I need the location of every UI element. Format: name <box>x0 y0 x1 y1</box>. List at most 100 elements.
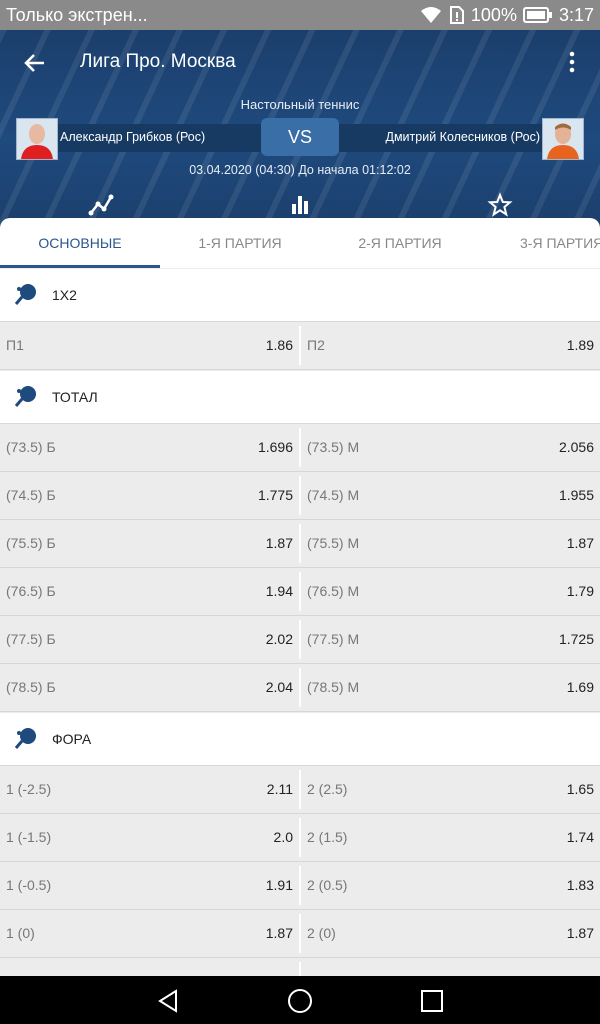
nav-back-icon[interactable] <box>156 988 182 1014</box>
odds-cell[interactable]: (74.5) Б 1.775 <box>0 472 299 519</box>
odds-cell[interactable]: (77.5) М 1.725 <box>301 616 600 663</box>
outcome-label: (78.5) М <box>307 679 360 695</box>
more-menu-icon[interactable] <box>568 50 576 74</box>
odds-cell[interactable]: 1 (0) 1.87 <box>0 910 299 957</box>
odds-row: 1 (0) 1.87 2 (0) 1.87 <box>0 910 600 958</box>
table-tennis-icon <box>14 728 36 749</box>
tab-game-3[interactable]: 3-Я ПАРТИЯ <box>520 235 600 251</box>
cell-divider <box>299 668 301 707</box>
odds-cell[interactable]: (73.5) М 2.056 <box>301 424 600 471</box>
back-arrow-icon[interactable] <box>22 50 48 76</box>
odds-cell[interactable]: П2 1.89 <box>301 322 600 369</box>
favorite-star-icon[interactable] <box>485 190 515 220</box>
notification-text: Только экстрен... <box>6 4 148 25</box>
wifi-icon <box>420 7 441 23</box>
section-header-total[interactable]: ТОТАЛ <box>0 371 600 424</box>
status-bar: Только экстрен... 100% 3:17 <box>0 0 600 30</box>
outcome-label: (74.5) Б <box>6 487 56 503</box>
outcome-label: (78.5) Б <box>6 679 56 695</box>
system-nav-bar <box>0 976 600 1024</box>
nav-home-icon[interactable] <box>287 988 313 1014</box>
odds-cell[interactable]: (75.5) Б 1.87 <box>0 520 299 567</box>
trend-chart-icon[interactable] <box>86 190 116 220</box>
odds-value: 2.0 <box>273 829 293 845</box>
odds-cell[interactable]: 1 (-0.5) 1.91 <box>0 862 299 909</box>
clock: 3:17 <box>558 4 594 25</box>
outcome-label: 1 (-2.5) <box>6 781 52 797</box>
outcome-label: (73.5) М <box>307 439 360 455</box>
outcome-label: (73.5) Б <box>6 439 56 455</box>
odds-value: 1.79 <box>566 583 594 599</box>
odds-value: 1.725 <box>558 631 594 647</box>
outcome-label: П1 <box>6 337 24 353</box>
odds-value: 1.89 <box>566 337 594 353</box>
odds-row: (74.5) Б 1.775 (74.5) М 1.955 <box>0 472 600 520</box>
section-header-handicap[interactable]: ФОРА <box>0 713 600 766</box>
odds-row: (73.5) Б 1.696 (73.5) М 2.056 <box>0 424 600 472</box>
outcome-label: 1 (0) <box>6 925 35 941</box>
cell-divider <box>299 476 301 515</box>
player2-bar <box>314 124 564 152</box>
outcome-label: П2 <box>307 337 325 353</box>
odds-value: 1.83 <box>566 877 594 893</box>
page-title: Лига Про. Москва <box>80 51 236 72</box>
outcome-label: (75.5) М <box>307 535 360 551</box>
match-players: Александр Грибков (Рос) Дмитрий Колесник… <box>16 118 584 160</box>
odds-value: 1.91 <box>265 877 293 893</box>
outcome-label: 2 (0.5) <box>307 877 348 893</box>
odds-row: 1 (-2.5) 2.11 2 (2.5) 1.65 <box>0 766 600 814</box>
outcome-label: 2 (2.5) <box>307 781 348 797</box>
table-tennis-icon <box>14 386 36 407</box>
odds-value: 1.94 <box>265 583 293 599</box>
cell-divider <box>299 620 301 659</box>
tab-game-1[interactable]: 1-Я ПАРТИЯ <box>198 235 282 251</box>
player1-avatar <box>16 118 58 160</box>
odds-cell[interactable]: (76.5) Б 1.94 <box>0 568 299 615</box>
cell-divider <box>299 818 301 857</box>
section-header-1x2[interactable]: 1X2 <box>0 269 600 322</box>
sport-name: Настольный теннис <box>240 97 360 112</box>
match-header: Лига Про. Москва Настольный теннис Алекс… <box>0 30 600 230</box>
odds-cell[interactable]: 2 (1.5) 1.74 <box>301 814 600 861</box>
odds-value: 1.69 <box>566 679 594 695</box>
battery-percent: 100% <box>470 4 517 25</box>
odds-value: 1.775 <box>257 487 293 503</box>
outcome-label: (77.5) М <box>307 631 360 647</box>
odds-cell[interactable]: (78.5) Б 2.04 <box>0 664 299 711</box>
odds-cell[interactable]: 1 (-1.5) 2.0 <box>0 814 299 861</box>
odds-cell[interactable]: 2 (2.5) 1.65 <box>301 766 600 813</box>
odds-cell[interactable]: (75.5) М 1.87 <box>301 520 600 567</box>
odds-value: 2.02 <box>265 631 293 647</box>
odds-cell[interactable]: (76.5) М 1.79 <box>301 568 600 615</box>
odds-row: 1 (-1.5) 2.0 2 (1.5) 1.74 <box>0 814 600 862</box>
active-tab-indicator <box>0 265 160 268</box>
odds-cell[interactable]: (74.5) М 1.955 <box>301 472 600 519</box>
outcome-label: 2 (1.5) <box>307 829 348 845</box>
tab-game-2[interactable]: 2-Я ПАРТИЯ <box>358 235 442 251</box>
cell-divider <box>299 428 301 467</box>
player1-bar <box>36 124 286 152</box>
tab-main[interactable]: ОСНОВНЫЕ <box>38 235 122 251</box>
section-label: ФОРА <box>52 731 92 747</box>
sim-icon <box>449 6 464 24</box>
outcome-label: (77.5) Б <box>6 631 56 647</box>
section-label: 1X2 <box>52 287 77 303</box>
statistics-icon[interactable] <box>285 190 315 220</box>
odds-cell[interactable]: 1 (-2.5) 2.11 <box>0 766 299 813</box>
table-tennis-icon <box>14 284 36 305</box>
odds-cell[interactable]: (78.5) М 1.69 <box>301 664 600 711</box>
odds-cell[interactable]: 2 (0) 1.87 <box>301 910 600 957</box>
odds-cell[interactable]: (77.5) Б 2.02 <box>0 616 299 663</box>
nav-recents-icon[interactable] <box>419 988 445 1014</box>
odds-cell[interactable]: (73.5) Б 1.696 <box>0 424 299 471</box>
vs-badge: VS <box>261 118 339 156</box>
odds-cell[interactable]: П1 1.86 <box>0 322 299 369</box>
odds-cell[interactable]: 2 (0.5) 1.83 <box>301 862 600 909</box>
odds-row: (78.5) Б 2.04 (78.5) М 1.69 <box>0 664 600 712</box>
cell-divider <box>299 524 301 563</box>
odds-row: (75.5) Б 1.87 (75.5) М 1.87 <box>0 520 600 568</box>
outcome-label: 1 (-1.5) <box>6 829 52 845</box>
cell-divider <box>299 914 301 953</box>
odds-value: 1.87 <box>566 535 594 551</box>
outcome-label: 1 (-0.5) <box>6 877 52 893</box>
